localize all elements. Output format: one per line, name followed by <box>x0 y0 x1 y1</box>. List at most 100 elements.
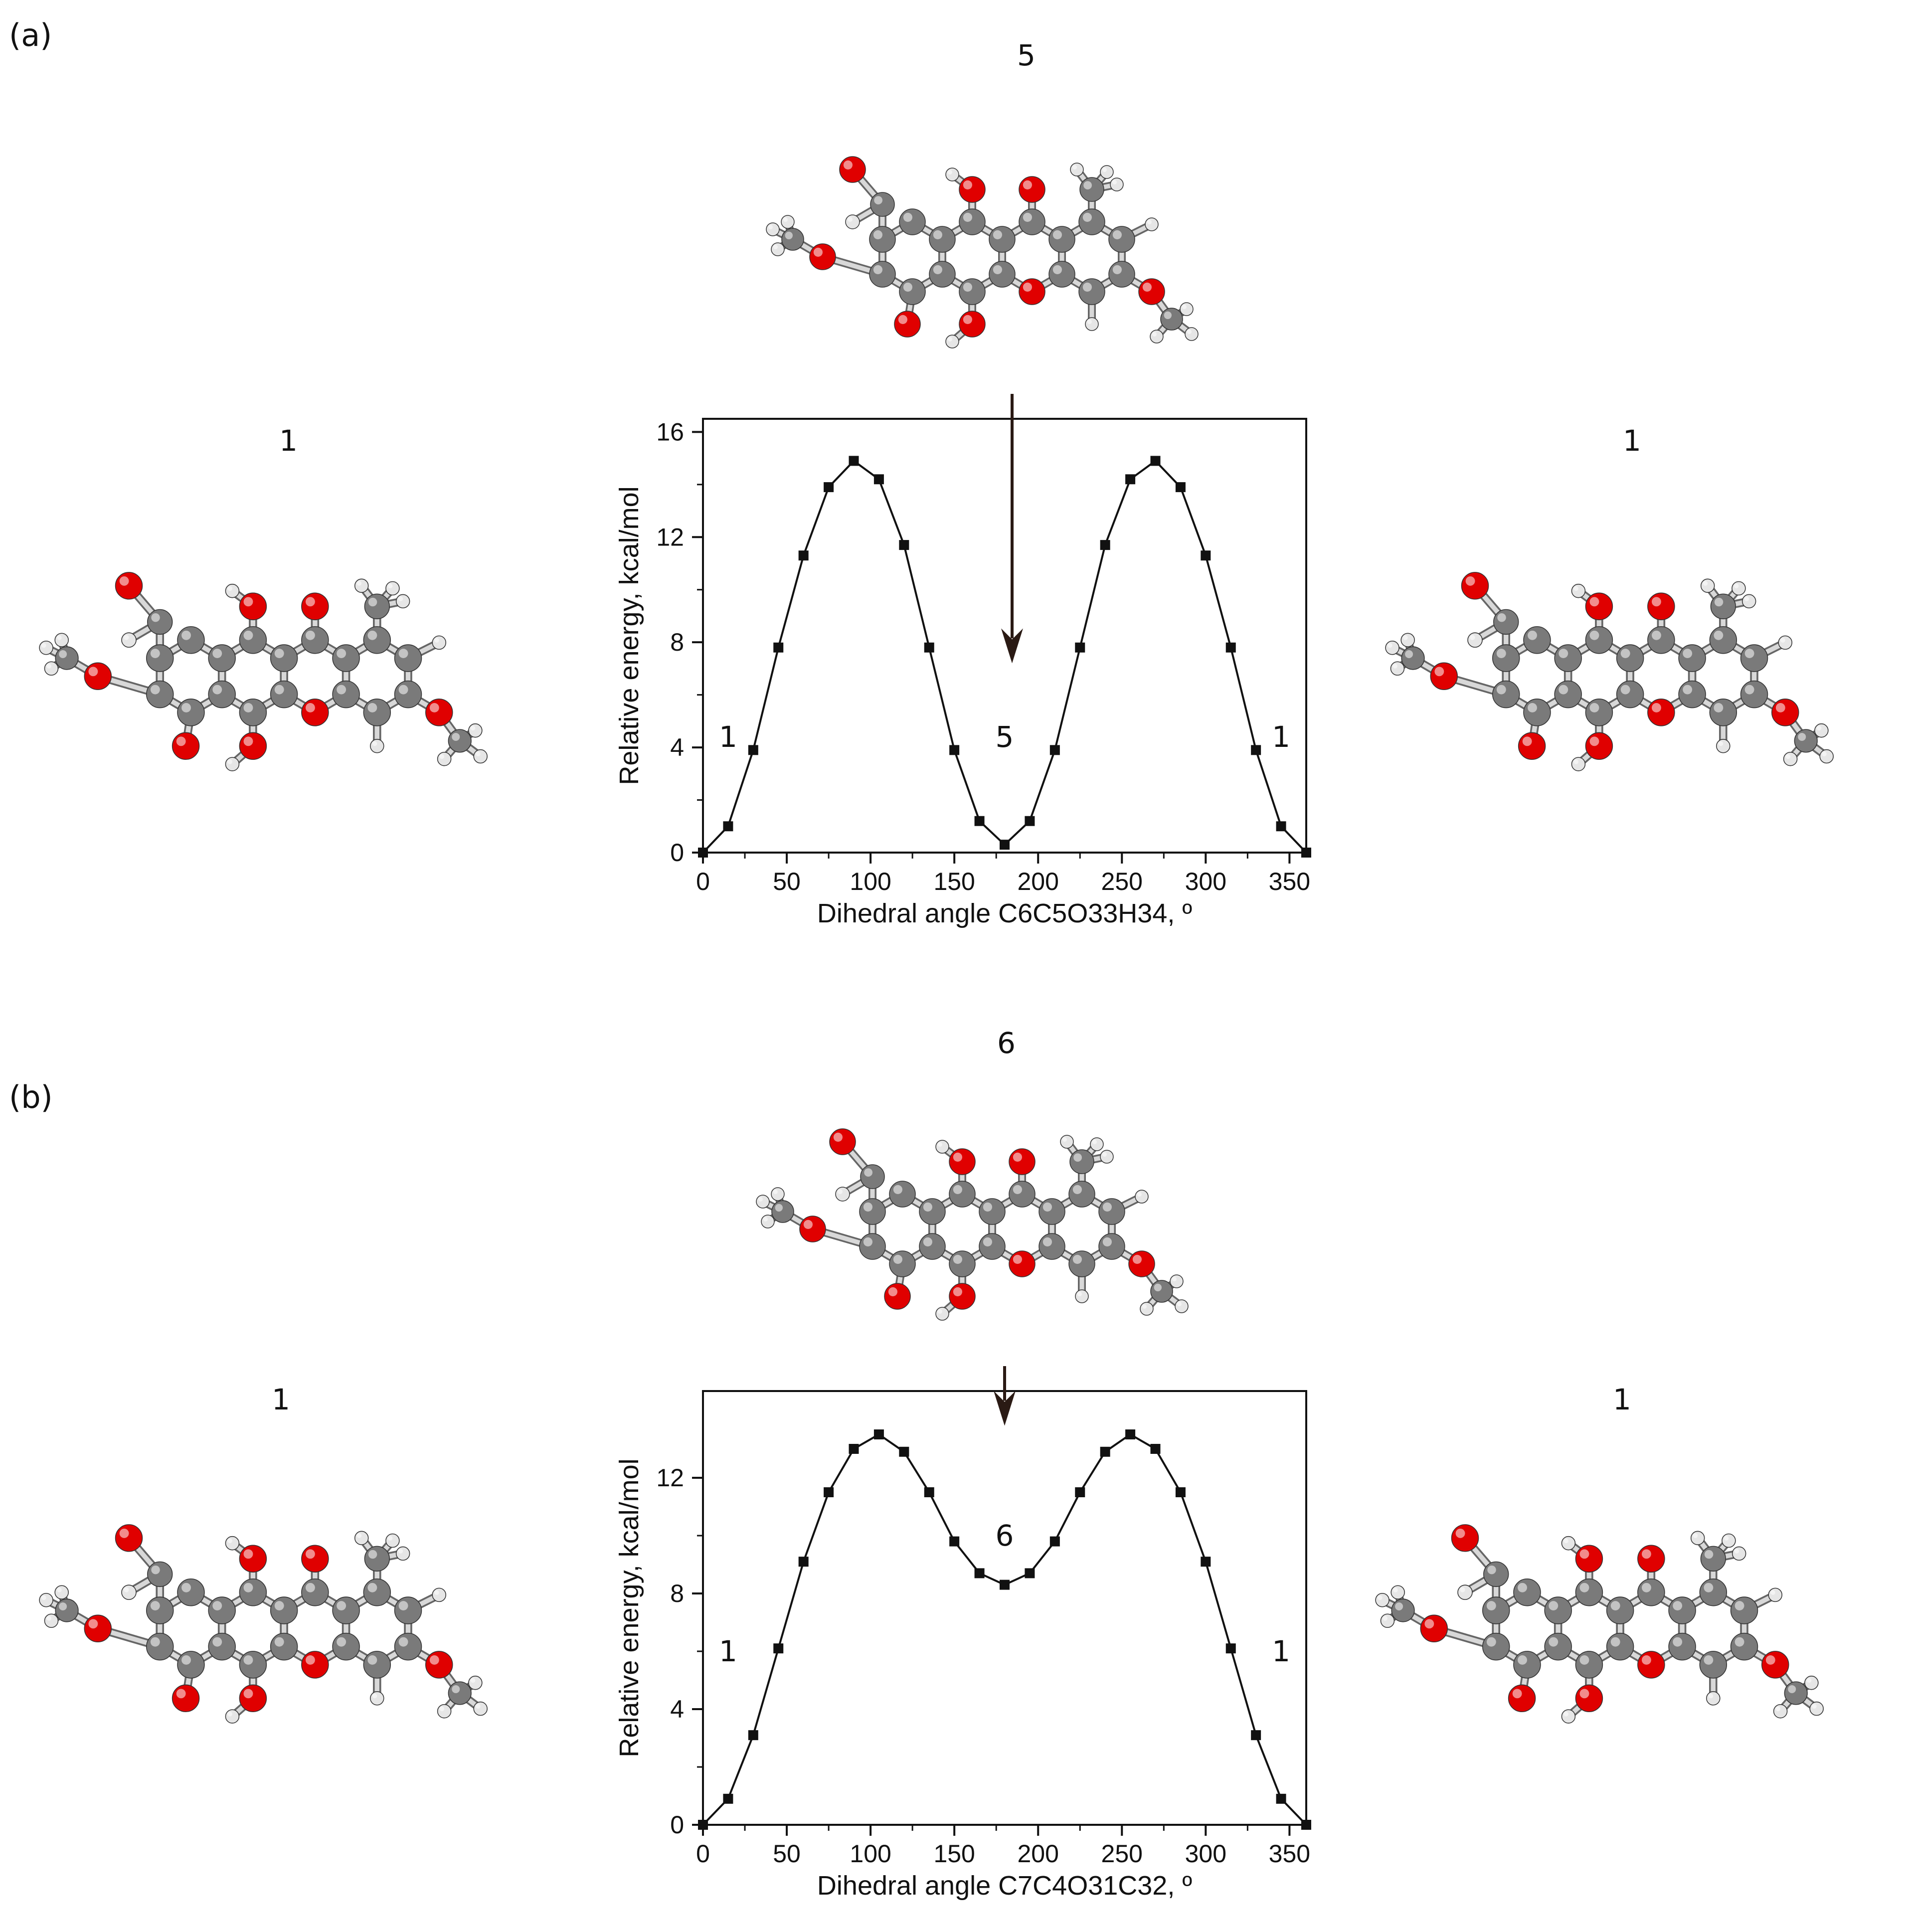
x-tick-label: 250 <box>1101 1840 1143 1868</box>
y-tick-label: 12 <box>656 523 684 551</box>
data-point <box>1100 1446 1110 1457</box>
conformer-annotation: 1 <box>719 1634 737 1668</box>
data-point <box>773 642 784 653</box>
data-point <box>1175 482 1186 493</box>
data-point <box>1075 1487 1085 1497</box>
x-tick-label: 200 <box>1018 868 1059 895</box>
data-point <box>798 1557 809 1567</box>
data-point <box>723 821 733 832</box>
data-point <box>773 1643 784 1654</box>
data-point <box>1225 1643 1236 1654</box>
data-point <box>1000 840 1010 850</box>
y-tick-label: 4 <box>670 1695 684 1723</box>
x-axis-title: Dihedral angle C6C5O33H34, º <box>817 898 1192 928</box>
data-point <box>924 642 934 653</box>
y-tick-label: 0 <box>670 839 684 867</box>
arrow-head <box>1001 628 1023 664</box>
y-axis-title: Relative energy, kcal/mol <box>614 1458 644 1757</box>
x-tick-label: 0 <box>696 1840 710 1868</box>
data-point <box>1075 642 1085 653</box>
data-point <box>1251 1730 1261 1741</box>
data-point <box>974 816 985 826</box>
panel-b-left-label: 1 <box>272 1383 290 1416</box>
data-point <box>824 1487 834 1497</box>
x-tick-label: 150 <box>933 868 975 895</box>
data-point <box>1150 456 1161 466</box>
panel-b-right-label: 1 <box>1613 1383 1631 1416</box>
x-tick-label: 100 <box>850 1840 891 1868</box>
data-point <box>824 482 834 493</box>
x-tick-label: 100 <box>850 868 891 895</box>
data-point <box>1201 550 1211 561</box>
y-axis-title: Relative energy, kcal/mol <box>614 486 644 785</box>
data-point <box>899 540 909 550</box>
data-point <box>1125 1429 1136 1439</box>
data-point <box>1301 848 1311 858</box>
conformer-annotation: 5 <box>996 720 1014 754</box>
panel-a-top-label: 5 <box>1017 38 1036 72</box>
x-tick-label: 150 <box>933 1840 975 1868</box>
data-point <box>873 1429 884 1439</box>
molecule-1-left-a-image <box>39 572 488 771</box>
data-point <box>1049 745 1060 755</box>
data-point <box>1150 1444 1161 1454</box>
x-tick-label: 300 <box>1185 1840 1226 1868</box>
plot-frame <box>702 1390 1307 1826</box>
panel-a-tag: (a) <box>9 17 52 53</box>
x-tick-label: 50 <box>773 868 801 895</box>
data-point <box>698 1820 708 1830</box>
molecule-1-right-b-image <box>1375 1524 1824 1724</box>
data-point <box>949 745 960 755</box>
data-point <box>723 1793 733 1804</box>
conformer-annotation: 6 <box>996 1519 1014 1553</box>
molecule-1-right-a-image <box>1385 572 1834 771</box>
y-tick-label: 12 <box>656 1464 684 1492</box>
x-tick-label: 250 <box>1101 868 1143 895</box>
data-point <box>1025 816 1035 826</box>
data-point <box>849 456 859 466</box>
data-point <box>1276 1793 1286 1804</box>
data-point <box>899 1446 909 1457</box>
x-tick-label: 350 <box>1269 868 1310 895</box>
plot-frame <box>702 418 1307 854</box>
data-point <box>1000 1580 1010 1590</box>
data-point <box>798 550 809 561</box>
data-point <box>949 1536 960 1547</box>
data-point <box>974 1568 985 1579</box>
data-point <box>1301 1820 1311 1830</box>
x-axis-title: Dihedral angle C7C4O31C32, º <box>817 1871 1192 1901</box>
data-point <box>873 474 884 485</box>
panel-a-left-label: 1 <box>279 424 298 458</box>
energy-series-line <box>702 459 1307 854</box>
energy-chart-b: 0 50 100 150 200 250 300 350 0 4 8 12 Dihedral angle… <box>614 1366 1311 1901</box>
data-point <box>1251 745 1261 755</box>
y-tick-label: 0 <box>670 1811 684 1839</box>
panel-b-tag: (b) <box>9 1079 53 1115</box>
data-point <box>1201 1557 1211 1567</box>
data-point <box>1225 642 1236 653</box>
data-point <box>849 1444 859 1454</box>
y-tick-label: 16 <box>656 418 684 446</box>
data-point <box>1175 1487 1186 1497</box>
y-tick-label: 8 <box>670 628 684 656</box>
data-point <box>1276 821 1286 832</box>
conformer-annotation: 1 <box>1272 1634 1290 1668</box>
data-point <box>1125 474 1136 485</box>
arrow-head <box>994 1391 1016 1426</box>
molecule-5-image <box>766 156 1199 349</box>
x-tick-label: 0 <box>696 868 710 895</box>
x-tick-label: 50 <box>773 1840 801 1868</box>
x-tick-label: 300 <box>1185 868 1226 895</box>
data-point <box>1025 1568 1035 1579</box>
y-tick-label: 8 <box>670 1580 684 1607</box>
energy-chart-a: 0 50 100 150 200 250 300 350 0 4 8 12 16 Dihedral ang… <box>614 394 1311 928</box>
panel-a-right-label: 1 <box>1623 424 1641 458</box>
data-point <box>1049 1536 1060 1547</box>
conformer-annotation: 1 <box>719 720 737 754</box>
data-point <box>698 848 708 858</box>
data-point <box>748 745 758 755</box>
data-point <box>1100 540 1110 550</box>
x-tick-label: 200 <box>1018 1840 1059 1868</box>
molecule-1-left-b-image <box>39 1524 488 1724</box>
molecule-6-image <box>756 1128 1189 1321</box>
